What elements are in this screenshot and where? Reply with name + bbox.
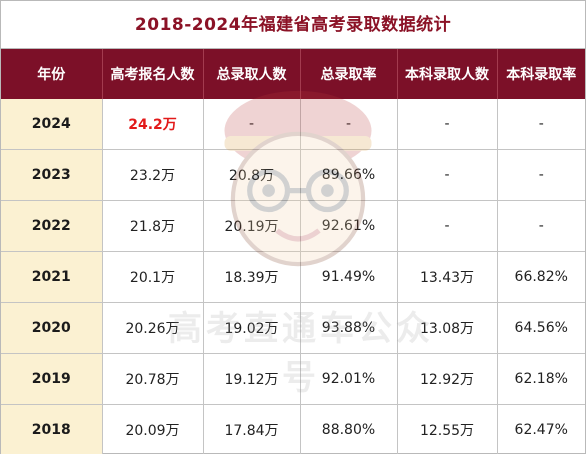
col-header-total-rate: 总录取率 — [300, 49, 398, 99]
cell-year: 2020 — [1, 302, 103, 354]
col-header-applicants: 高考报名人数 — [102, 49, 204, 99]
table-row: 2021 20.1万 18.39万 91.49% 13.43万 66.82% — [1, 251, 585, 303]
cell-bachelor-admitted: - — [397, 99, 498, 150]
cell-bachelor-admitted: - — [397, 200, 498, 252]
cell-bachelor-admitted: 12.92万 — [397, 353, 498, 405]
cell-bachelor-rate: 62.18% — [497, 353, 585, 405]
cell-bachelor-rate: - — [497, 149, 585, 201]
cell-bachelor-rate: 66.82% — [497, 251, 585, 303]
cell-year: 2022 — [1, 200, 103, 252]
cell-bachelor-admitted: 13.08万 — [397, 302, 498, 354]
cell-year: 2021 — [1, 251, 103, 303]
col-header-bachelor-admitted: 本科录取人数 — [397, 49, 498, 99]
header-row: 年份 高考报名人数 总录取人数 总录取率 本科录取人数 本科录取率 — [1, 49, 585, 99]
table-row: 2019 20.78万 19.12万 92.01% 12.92万 62.18% — [1, 353, 585, 405]
cell-total-admitted: 20.8万 — [203, 149, 301, 201]
cell-bachelor-rate: - — [497, 99, 585, 150]
cell-total-rate: 93.88% — [300, 302, 398, 354]
cell-total-admitted: 17.84万 — [203, 404, 301, 454]
cell-total-admitted: 19.02万 — [203, 302, 301, 354]
cell-bachelor-rate: - — [497, 200, 585, 252]
cell-total-rate: 91.49% — [300, 251, 398, 303]
table-title: 2018-2024年福建省高考录取数据统计 — [1, 1, 585, 49]
cell-bachelor-admitted: - — [397, 149, 498, 201]
cell-year: 2019 — [1, 353, 103, 405]
col-header-year: 年份 — [1, 49, 103, 99]
table-row: 2020 20.26万 19.02万 93.88% 13.08万 64.56% — [1, 302, 585, 354]
cell-applicants: 24.2万 — [102, 99, 204, 150]
cell-applicants: 23.2万 — [102, 149, 204, 201]
cell-year: 2024 — [1, 99, 103, 150]
cell-applicants: 20.1万 — [102, 251, 204, 303]
cell-total-rate: 92.61% — [300, 200, 398, 252]
cell-bachelor-admitted: 12.55万 — [397, 404, 498, 454]
cell-total-admitted: 19.12万 — [203, 353, 301, 405]
col-header-total-admitted: 总录取人数 — [203, 49, 301, 99]
col-header-bachelor-rate: 本科录取率 — [497, 49, 585, 99]
cell-total-admitted: 20.19万 — [203, 200, 301, 252]
cell-applicants: 20.78万 — [102, 353, 204, 405]
cell-bachelor-rate: 64.56% — [497, 302, 585, 354]
table-row: 2022 21.8万 20.19万 92.61% - - — [1, 200, 585, 252]
cell-total-rate: 89.66% — [300, 149, 398, 201]
cell-applicants: 20.26万 — [102, 302, 204, 354]
cell-year: 2018 — [1, 404, 103, 454]
table-row: 2018 20.09万 17.84万 88.80% 12.55万 62.47% — [1, 404, 585, 454]
cell-bachelor-admitted: 13.43万 — [397, 251, 498, 303]
cell-total-rate: 92.01% — [300, 353, 398, 405]
cell-total-rate: 88.80% — [300, 404, 398, 454]
cell-year: 2023 — [1, 149, 103, 201]
cell-applicants: 21.8万 — [102, 200, 204, 252]
cell-total-admitted: - — [203, 99, 301, 150]
cell-applicants: 20.09万 — [102, 404, 204, 454]
cell-bachelor-rate: 62.47% — [514, 422, 568, 438]
admission-table: 年份 高考报名人数 总录取人数 总录取率 本科录取人数 本科录取率 2024 2… — [1, 49, 585, 454]
cell-total-rate: - — [300, 99, 398, 150]
cell-total-admitted: 18.39万 — [203, 251, 301, 303]
table-row: 2024 24.2万 - - - - — [1, 99, 585, 150]
table-row: 2023 23.2万 20.8万 89.66% - - — [1, 149, 585, 201]
